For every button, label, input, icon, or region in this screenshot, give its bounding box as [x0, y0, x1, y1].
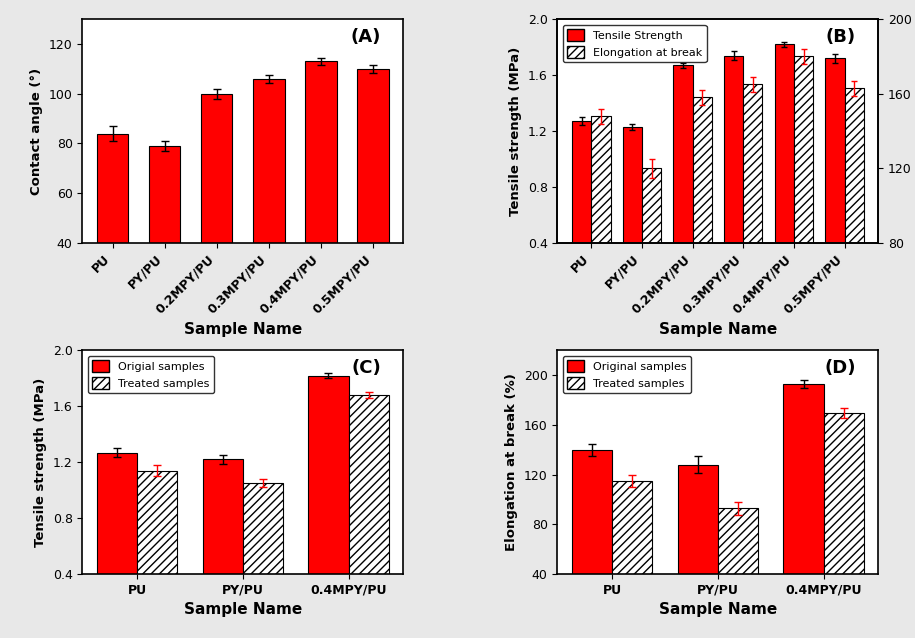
Bar — [358, 69, 389, 343]
Bar — [743, 84, 762, 299]
Legend: Original samples, Treated samples: Original samples, Treated samples — [563, 356, 691, 393]
Text: (A): (A) — [350, 28, 381, 46]
Bar — [623, 127, 642, 299]
Bar — [794, 56, 813, 299]
Bar — [678, 464, 718, 624]
Bar — [201, 94, 232, 343]
Bar — [845, 88, 864, 299]
Bar — [572, 450, 612, 624]
Bar — [718, 508, 759, 624]
X-axis label: Sample Name: Sample Name — [184, 322, 302, 336]
Bar — [349, 395, 389, 630]
Y-axis label: Contact angle (°): Contact angle (°) — [30, 68, 43, 195]
Bar — [308, 376, 349, 630]
Bar — [591, 116, 610, 299]
Bar — [612, 481, 652, 624]
X-axis label: Sample Name: Sample Name — [659, 602, 777, 618]
Bar — [693, 98, 712, 299]
Bar — [149, 146, 180, 343]
Bar — [783, 384, 824, 624]
Text: (D): (D) — [824, 359, 856, 377]
Bar — [673, 65, 693, 299]
Text: (B): (B) — [826, 28, 856, 46]
Bar — [242, 483, 283, 630]
X-axis label: Sample Name: Sample Name — [184, 602, 302, 618]
Legend: Tensile Strength, Elongation at break: Tensile Strength, Elongation at break — [563, 25, 706, 62]
Bar — [306, 61, 337, 343]
Bar — [642, 168, 662, 299]
Bar — [253, 79, 285, 343]
X-axis label: Sample Name: Sample Name — [659, 322, 777, 336]
Bar — [824, 413, 864, 624]
Legend: Origial samples, Treated samples: Origial samples, Treated samples — [88, 356, 214, 393]
Bar — [137, 471, 178, 630]
Bar — [724, 56, 743, 299]
Y-axis label: Tensile strength (MPa): Tensile strength (MPa) — [509, 47, 522, 216]
Text: (C): (C) — [351, 359, 381, 377]
Bar — [202, 459, 242, 630]
Bar — [97, 452, 137, 630]
Y-axis label: Tensile strength (MPa): Tensile strength (MPa) — [34, 378, 47, 547]
Y-axis label: Elongation at break (%): Elongation at break (%) — [505, 373, 518, 551]
Bar — [572, 121, 591, 299]
Bar — [97, 133, 128, 343]
Bar — [825, 58, 845, 299]
Bar — [775, 44, 794, 299]
